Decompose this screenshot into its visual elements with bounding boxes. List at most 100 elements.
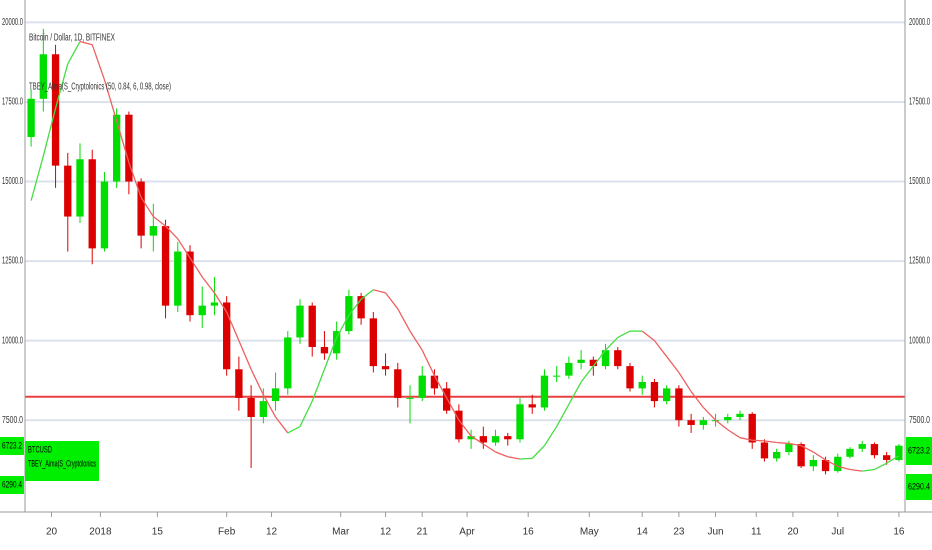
- indicator-segment: [275, 416, 289, 434]
- indicator-segment: [140, 197, 154, 217]
- indicator-segment: [556, 403, 570, 427]
- candle-body: [76, 159, 84, 217]
- indicator-segment: [739, 437, 753, 441]
- indicator-segment: [495, 451, 509, 458]
- y-tick-label: 20000.0: [909, 17, 930, 28]
- x-tick-label: Jul: [831, 527, 844, 538]
- candle-body: [308, 305, 316, 348]
- candle-body: [895, 445, 903, 460]
- candle-body: [125, 114, 133, 182]
- x-tick-label: 12: [380, 527, 392, 538]
- candle-body: [149, 226, 157, 236]
- candle-body: [528, 404, 536, 408]
- indicator-segment: [409, 330, 423, 351]
- indicator-segment: [874, 462, 887, 471]
- candle-body: [186, 251, 194, 316]
- candle-body: [687, 420, 695, 425]
- candle-body: [381, 366, 390, 370]
- x-tick-label: 16: [523, 527, 535, 538]
- chart-title: Bitcoin / Dollar, 1D, BITFINEX: [29, 33, 115, 44]
- y-tick-label: 12500.0: [909, 256, 930, 267]
- x-tick-label: 14: [637, 527, 649, 538]
- indicator-segment: [592, 349, 607, 367]
- candle-body: [64, 165, 72, 217]
- candle-body: [479, 436, 487, 443]
- candle-body: [174, 251, 182, 306]
- candle-body: [88, 159, 96, 249]
- indicator-segment: [678, 372, 692, 392]
- candle-body: [27, 98, 35, 137]
- indicator-segment: [886, 455, 900, 464]
- indicator-segment: [825, 459, 839, 467]
- candle-body: [357, 296, 365, 319]
- indicator-segment: [531, 445, 545, 459]
- candle-body: [418, 375, 426, 398]
- candle-body: [883, 455, 891, 460]
- indicator-segment: [727, 429, 741, 439]
- candle-body: [406, 397, 414, 399]
- y-tick-label: 15000.0: [909, 176, 930, 187]
- price-box: [0, 437, 24, 455]
- candle-body: [345, 296, 353, 332]
- candle-body: [577, 359, 585, 363]
- indicator-segment: [641, 330, 655, 342]
- x-tick-label: 23: [673, 527, 685, 538]
- candle-body: [760, 442, 769, 459]
- candle-body: [467, 436, 475, 440]
- x-tick-label: Apr: [459, 527, 475, 538]
- y-tick-label: 17500.0: [2, 97, 23, 108]
- x-tick-label: 2018: [89, 527, 112, 538]
- plot: [25, 28, 905, 475]
- indicator-value-label: 6290.4: [908, 481, 930, 491]
- candle-body: [516, 404, 524, 440]
- indicator-segment: [653, 340, 668, 357]
- y-tick-label: 17500.0: [909, 97, 930, 108]
- candle-body: [589, 359, 597, 367]
- indicator-segment: [165, 225, 179, 240]
- indicator-label: TBEY_Alma(S_Cryptolonics (50, 0.84, 6, 0…: [29, 82, 171, 93]
- indicator-segment: [397, 308, 411, 332]
- price-labels: 6723.2 6290.4 BTCUSD TBEY_Alma(S_Cryptol…: [0, 437, 932, 500]
- indicator-segment: [311, 369, 326, 402]
- indicator-segment: [458, 419, 472, 437]
- candle-body: [210, 302, 219, 306]
- x-tick-label: 15: [152, 527, 164, 538]
- y-tick-label: 15000.0: [2, 176, 23, 187]
- indicator-segment: [605, 337, 619, 351]
- indicator-segment: [262, 394, 277, 418]
- x-tick-label: Feb: [218, 527, 236, 538]
- indicator-segment: [812, 451, 826, 461]
- indicator-segment: [702, 407, 717, 421]
- indicator-segment: [519, 457, 533, 460]
- candle-body: [504, 436, 512, 440]
- indicator-segment: [348, 298, 362, 316]
- candle-body: [161, 226, 170, 306]
- indicator-segment: [800, 445, 814, 453]
- candle-body: [724, 417, 732, 421]
- indicator-segment: [323, 337, 338, 370]
- candle-body: [223, 302, 231, 370]
- x-tick-label: 21: [417, 527, 429, 538]
- indicator-segment: [470, 435, 484, 445]
- indicator-segment: [287, 425, 301, 434]
- candle-body: [650, 382, 659, 402]
- indicator-segment: [177, 238, 191, 259]
- indicator-segment: [336, 314, 350, 338]
- y-tick-label: 7500.0: [2, 415, 23, 426]
- candle-body: [247, 397, 255, 418]
- candle-body: [369, 318, 377, 367]
- grid: [25, 21, 905, 422]
- candle-body: [773, 452, 781, 459]
- indicator-segment: [617, 330, 631, 339]
- indicator-segment: [543, 426, 558, 447]
- candle-body: [675, 388, 683, 421]
- candle-body: [333, 331, 341, 354]
- indicator-segment: [152, 216, 166, 227]
- candle-body: [430, 375, 439, 389]
- y-tick-label: 7500.0: [909, 415, 930, 426]
- indicator-segment: [54, 63, 69, 109]
- candle-body: [39, 54, 47, 99]
- candle-body: [540, 375, 549, 408]
